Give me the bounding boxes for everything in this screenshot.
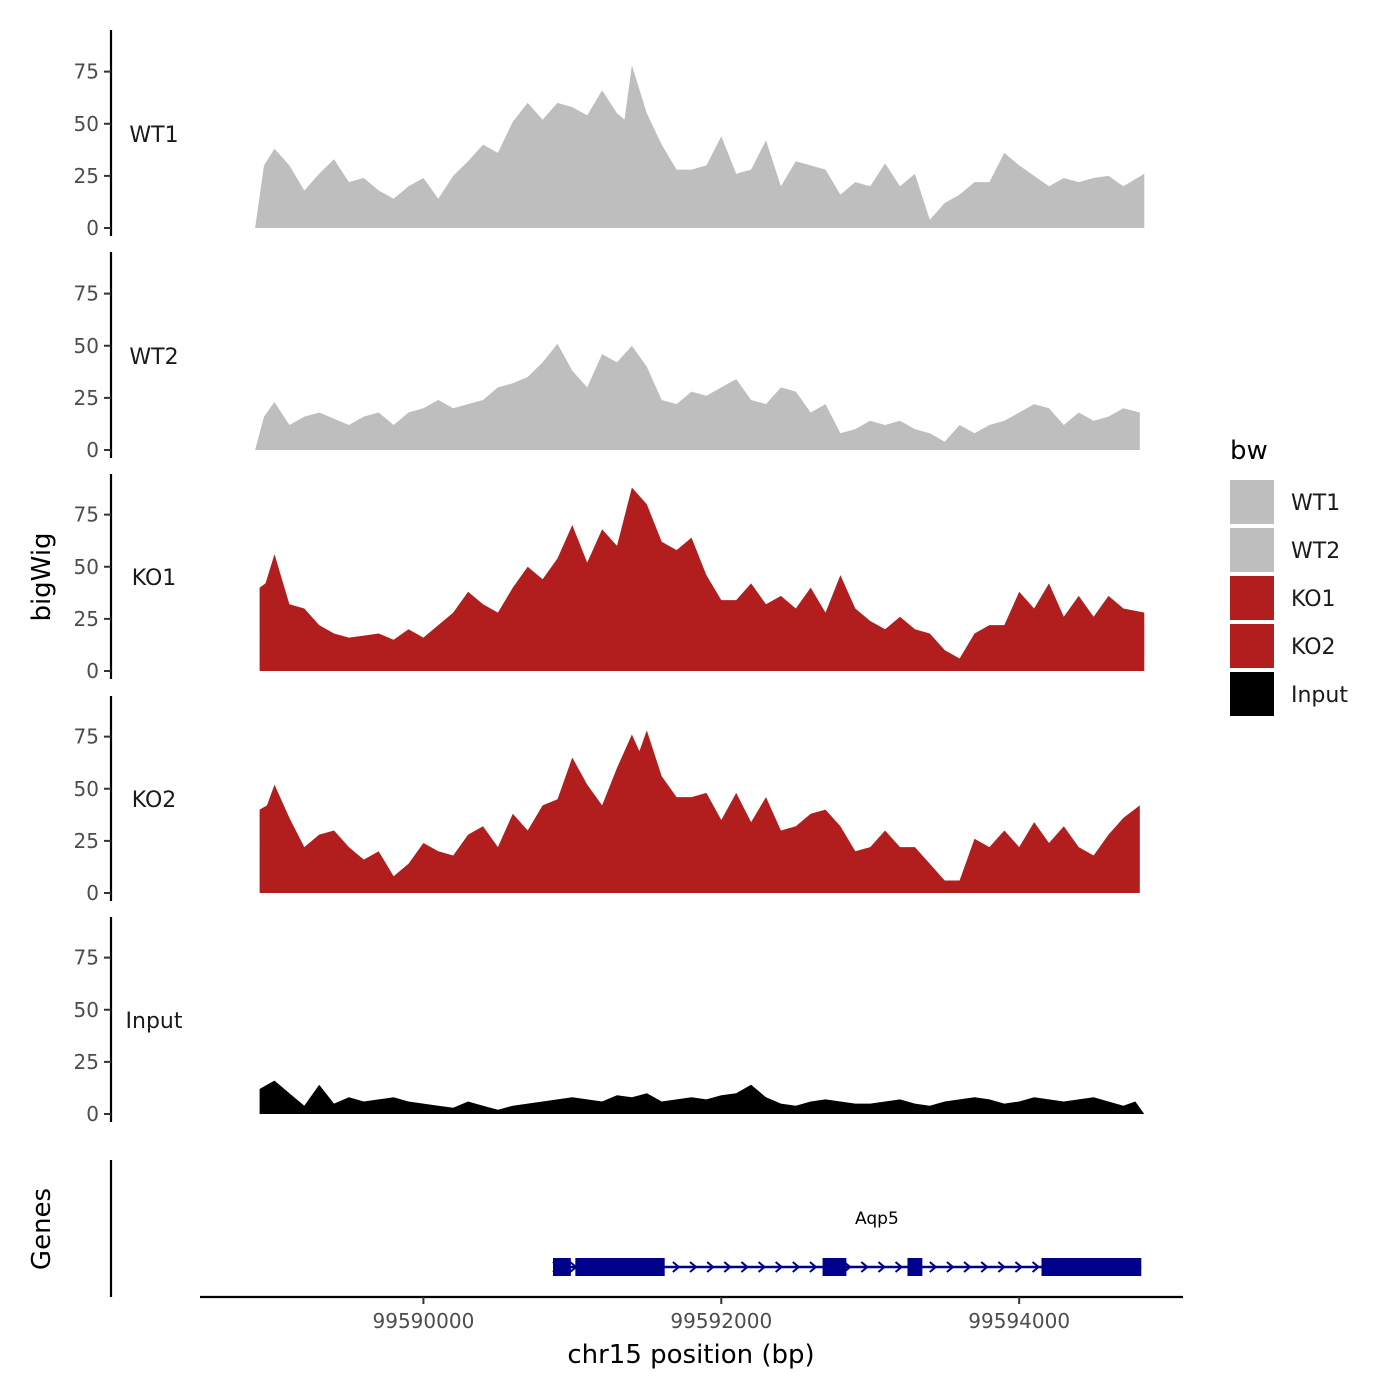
strand-arrow [723,1261,732,1273]
y-tick-label: 0 [86,659,99,683]
track-panel-ko2: 0 25 50 75 KO2 [74,696,1140,905]
y-tick-label: 50 [74,112,99,136]
legend-item-ko1: KO1 [1230,576,1336,620]
strand-arrow [980,1261,989,1273]
panel-label-ko1: KO1 [132,566,177,591]
strand-arrow [1031,1261,1041,1273]
gene-track: Genes Aqp5 [27,1160,1142,1297]
legend-key-ko2 [1230,624,1274,668]
y-tick-label: 25 [74,1050,99,1074]
y-tick-label: 0 [86,1102,99,1126]
y-tick-label: 50 [74,998,99,1022]
coverage-area-ko1 [259,487,1145,671]
y-tick-label: 75 [74,725,99,749]
gene-exon [1041,1258,1142,1276]
y-tick-label: 25 [74,164,99,188]
y-tick-label: 75 [74,60,99,84]
gene-exon [575,1258,665,1276]
strand-arrow [894,1261,904,1273]
legend-item-wt2: WT2 [1230,528,1340,572]
track-panel-wt1: 0 25 50 75 WT1 [74,30,1145,240]
coverage-area-wt1 [255,65,1145,229]
gene-label-aqp5: Aqp5 [855,1209,899,1229]
y-tick-label: 0 [86,216,99,240]
x-axis-ticks: 99590000 99592000 99594000 [373,1297,1070,1333]
legend-label-ko2: KO2 [1291,635,1336,660]
panel-label-input: Input [126,1009,183,1034]
coverage-area-ko2 [259,730,1140,893]
legend-key-input [1230,672,1274,716]
legend-title: bw [1230,436,1268,466]
track-panels: 0 25 50 75 WT1 0 25 50 75 WT2 0 25 50 75 KO1 0 25 50 75 KO2… [74,30,1145,1126]
y-tick-label: 50 [74,555,99,579]
strand-arrow [672,1261,681,1273]
strand-arrow [946,1261,955,1273]
track-panel-wt2: 0 25 50 75 WT2 [74,252,1140,462]
strand-arrow [860,1261,869,1273]
legend-label-wt2: WT2 [1291,539,1340,564]
strand-arrow [963,1261,972,1273]
y-axis-title: bigWig [27,532,57,621]
y-tick-label: 75 [74,503,99,527]
strand-arrow [740,1261,749,1273]
legend-item-input: Input [1230,672,1348,716]
coverage-area-input [259,1080,1145,1114]
strand-arrow [877,1261,886,1273]
legend-key-ko1 [1230,576,1274,620]
strand-arrow [706,1261,715,1273]
x-axis: 99590000 99592000 99594000 chr15 position … [200,1295,1183,1370]
strand-arrow [809,1261,818,1273]
strand-arrow [929,1261,938,1273]
y-tick-label: 50 [74,334,99,358]
track-panel-ko1: 0 25 50 75 KO1 [74,474,1145,683]
x-tick-label: 99590000 [373,1309,475,1333]
gene-exon [907,1258,923,1276]
legend-item-ko2: KO2 [1230,624,1336,668]
y-tick-label: 50 [74,777,99,801]
legend-items: WT1 WT2 KO1 KO2 Input [1230,480,1348,716]
genes-axis-title: Genes [27,1188,57,1270]
panel-label-wt2: WT2 [129,345,178,370]
y-tick-label: 75 [74,282,99,306]
x-axis-title: chr15 position (bp) [567,1340,814,1370]
y-tick-label: 0 [86,881,99,905]
strand-arrow [997,1261,1006,1273]
legend-label-ko1: KO1 [1291,587,1336,612]
legend: bw WT1 WT2 KO1 KO2 Input [1230,436,1348,716]
y-tick-label: 75 [74,946,99,970]
x-tick-label: 99594000 [968,1309,1070,1333]
legend-label-wt1: WT1 [1291,491,1340,516]
gene-exon [822,1258,847,1276]
legend-key-wt1 [1230,480,1274,524]
panel-label-ko2: KO2 [132,788,177,813]
panel-label-wt1: WT1 [129,123,178,148]
y-tick-label: 25 [74,386,99,410]
y-tick-label: 0 [86,438,99,462]
strand-arrow [757,1261,767,1273]
y-tick-label: 25 [74,829,99,853]
legend-label-input: Input [1291,683,1348,708]
strand-arrow [689,1261,698,1273]
strand-arrow [774,1261,784,1273]
y-tick-label: 25 [74,607,99,631]
coverage-area-wt2 [255,343,1140,450]
gene-model-aqp5 [552,1258,1142,1276]
strand-arrow [1014,1261,1023,1273]
x-tick-label: 99592000 [670,1309,772,1333]
legend-key-wt2 [1230,528,1274,572]
strand-arrow [792,1261,801,1273]
gene-exon [552,1258,571,1276]
legend-item-wt1: WT1 [1230,480,1340,524]
track-panel-input: 0 25 50 75 Input [74,917,1145,1126]
